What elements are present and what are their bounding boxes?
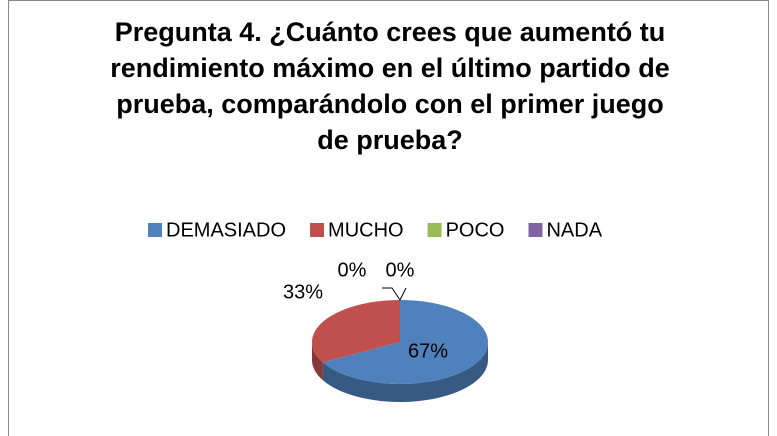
legend-label: DEMASIADO	[166, 219, 286, 241]
legend-swatch	[148, 223, 162, 237]
chart-border	[8, 0, 769, 436]
data-label: 67%	[408, 340, 448, 362]
pie-side	[322, 342, 488, 402]
legend-label: POCO	[446, 219, 505, 241]
chart-title: Pregunta 4. ¿Cuánto crees que aumentó tu…	[110, 17, 670, 155]
legend-swatch	[427, 223, 442, 237]
legend-label: NADA	[546, 219, 602, 241]
pie-side	[312, 342, 323, 381]
legend-swatch	[528, 223, 543, 237]
data-label: 33%	[283, 281, 323, 303]
pie-slice	[322, 300, 488, 384]
data-label: 0%	[386, 259, 415, 281]
data-label: 0%	[338, 259, 367, 281]
leader-line	[399, 287, 407, 301]
legend-label: MUCHO	[328, 219, 404, 241]
leader-line	[382, 287, 401, 301]
pie-slice	[311, 300, 400, 363]
legend-swatch	[310, 223, 325, 237]
